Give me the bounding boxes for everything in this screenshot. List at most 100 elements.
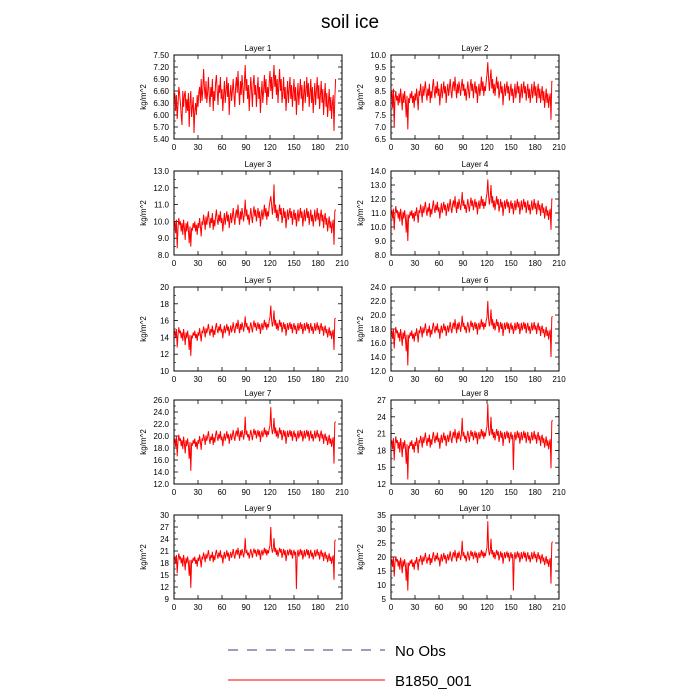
y-tick-label: 12.0	[153, 184, 169, 193]
x-tick-label: 60	[435, 143, 444, 152]
series-line-b1850-001	[391, 403, 554, 480]
y-tick-label: 18.0	[153, 444, 169, 453]
y-tick-label: 22.0	[153, 420, 169, 429]
series-line-b1850-001	[391, 300, 553, 366]
x-tick-label: 210	[552, 143, 566, 152]
x-tick-label: 60	[218, 143, 227, 152]
x-tick-label: 30	[411, 488, 420, 497]
panel-layer-4: Layer 4 kg/m^2 0 30 60 90 120 150 180 210 8.0 9.0 10…	[356, 160, 566, 268]
y-tick-label: 21	[377, 430, 386, 439]
x-tick-label: 210	[335, 488, 349, 497]
panel-layer-3: Layer 3 kg/m^2 0 30 60 90 120 150 180 210 8.0 9.0 10…	[139, 160, 349, 268]
panel-layer-7: Layer 7 kg/m^2 0 30 60 90 120 150 180 210 12.0 14.0…	[139, 389, 349, 497]
x-tick-label: 120	[263, 603, 277, 612]
y-tick-label: 24	[160, 535, 169, 544]
x-tick-label: 90	[242, 143, 251, 152]
x-tick-label: 0	[172, 143, 177, 152]
series-line-b1850-001	[174, 64, 337, 134]
x-tick-label: 90	[459, 375, 468, 384]
y-tick-label: 12.0	[370, 367, 386, 376]
x-tick-label: 180	[528, 603, 542, 612]
x-tick-label: 120	[480, 375, 494, 384]
y-tick-label: 18	[160, 559, 169, 568]
x-tick-label: 90	[459, 488, 468, 497]
y-tick-label: 18.0	[370, 325, 386, 334]
x-tick-label: 210	[552, 603, 566, 612]
x-tick-label: 90	[242, 259, 251, 268]
x-tick-label: 150	[504, 259, 518, 268]
y-axis-label: kg/m^2	[139, 200, 148, 226]
y-tick-label: 10.0	[370, 51, 386, 60]
x-tick-label: 90	[242, 488, 251, 497]
x-tick-label: 210	[552, 488, 566, 497]
x-tick-label: 0	[389, 143, 394, 152]
panel-title: Layer 7	[245, 389, 272, 398]
y-tick-label: 14	[160, 333, 169, 342]
y-tick-label: 9.0	[375, 237, 387, 246]
x-tick-label: 90	[242, 603, 251, 612]
panel-title: Layer 4	[462, 160, 489, 169]
y-tick-label: 9.5	[375, 63, 387, 72]
x-tick-label: 150	[504, 488, 518, 497]
y-axis-label: kg/m^2	[356, 200, 365, 226]
y-tick-label: 8.5	[375, 87, 387, 96]
x-tick-label: 30	[194, 259, 203, 268]
x-tick-label: 150	[287, 143, 301, 152]
panel-grid: Layer 1kg/m^20 30 60 90 120 150 180 2105.405.70…	[139, 44, 566, 612]
y-tick-label: 5	[382, 595, 387, 604]
y-tick-label: 10	[377, 581, 386, 590]
x-tick-label: 0	[389, 375, 394, 384]
panel-title: Layer 2	[462, 44, 489, 53]
y-tick-label: 26.0	[153, 396, 169, 405]
y-tick-label: 13.0	[153, 167, 169, 176]
x-tick-label: 90	[459, 143, 468, 152]
x-tick-label: 0	[172, 375, 177, 384]
y-axis-label: kg/m^2	[139, 316, 148, 342]
y-tick-label: 6.00	[153, 111, 169, 120]
x-tick-label: 30	[411, 259, 420, 268]
x-tick-label: 180	[311, 375, 325, 384]
series-line-b1850-001	[174, 526, 337, 590]
y-tick-label: 24	[377, 413, 386, 422]
x-tick-label: 30	[194, 375, 203, 384]
x-tick-label: 180	[311, 488, 325, 497]
x-tick-label: 210	[552, 375, 566, 384]
y-tick-label: 8.0	[375, 99, 387, 108]
x-tick-label: 30	[194, 488, 203, 497]
x-tick-label: 60	[218, 603, 227, 612]
x-tick-label: 30	[194, 603, 203, 612]
y-tick-label: 20.0	[370, 311, 386, 320]
x-tick-label: 0	[172, 488, 177, 497]
y-tick-label: 12.0	[370, 195, 386, 204]
y-axis-label: kg/m^2	[356, 429, 365, 455]
panel-layer-6: Layer 6 kg/m^2 0 30 60 90 120 150 180 210 12.0 14.0…	[356, 276, 566, 384]
y-tick-label: 7.20	[153, 63, 169, 72]
y-tick-label: 7.50	[153, 51, 169, 60]
x-tick-label: 180	[311, 603, 325, 612]
panel-layer-10: Layer 10 kg/m^2 0 30 60 90 120 150 180 210 5 10 15 20…	[356, 504, 566, 612]
x-tick-label: 120	[263, 488, 277, 497]
x-tick-label: 180	[528, 375, 542, 384]
x-tick-label: 0	[389, 259, 394, 268]
y-tick-label: 18	[377, 446, 386, 455]
y-tick-label: 11.0	[371, 209, 387, 218]
x-tick-label: 90	[242, 375, 251, 384]
x-tick-label: 120	[263, 375, 277, 384]
y-axis-label: kg/m^2	[139, 544, 148, 570]
legend-label-b1850: B1850_001	[395, 673, 472, 690]
y-tick-label: 6.30	[153, 99, 169, 108]
x-tick-label: 0	[172, 603, 177, 612]
y-tick-label: 21	[160, 547, 169, 556]
x-tick-label: 180	[528, 259, 542, 268]
panel-layer-2: Layer 2 kg/m^2 0 30 60 90 120 150 180 210 6.5 7.0 7.…	[356, 44, 566, 152]
y-tick-label: 18	[160, 300, 169, 309]
x-tick-label: 120	[480, 143, 494, 152]
x-tick-label: 60	[435, 488, 444, 497]
plot-frame	[173, 54, 343, 140]
x-tick-label: 150	[287, 375, 301, 384]
series-line-b1850-001	[391, 179, 553, 242]
x-tick-label: 180	[528, 488, 542, 497]
x-tick-label: 150	[287, 259, 301, 268]
x-tick-label: 60	[435, 375, 444, 384]
